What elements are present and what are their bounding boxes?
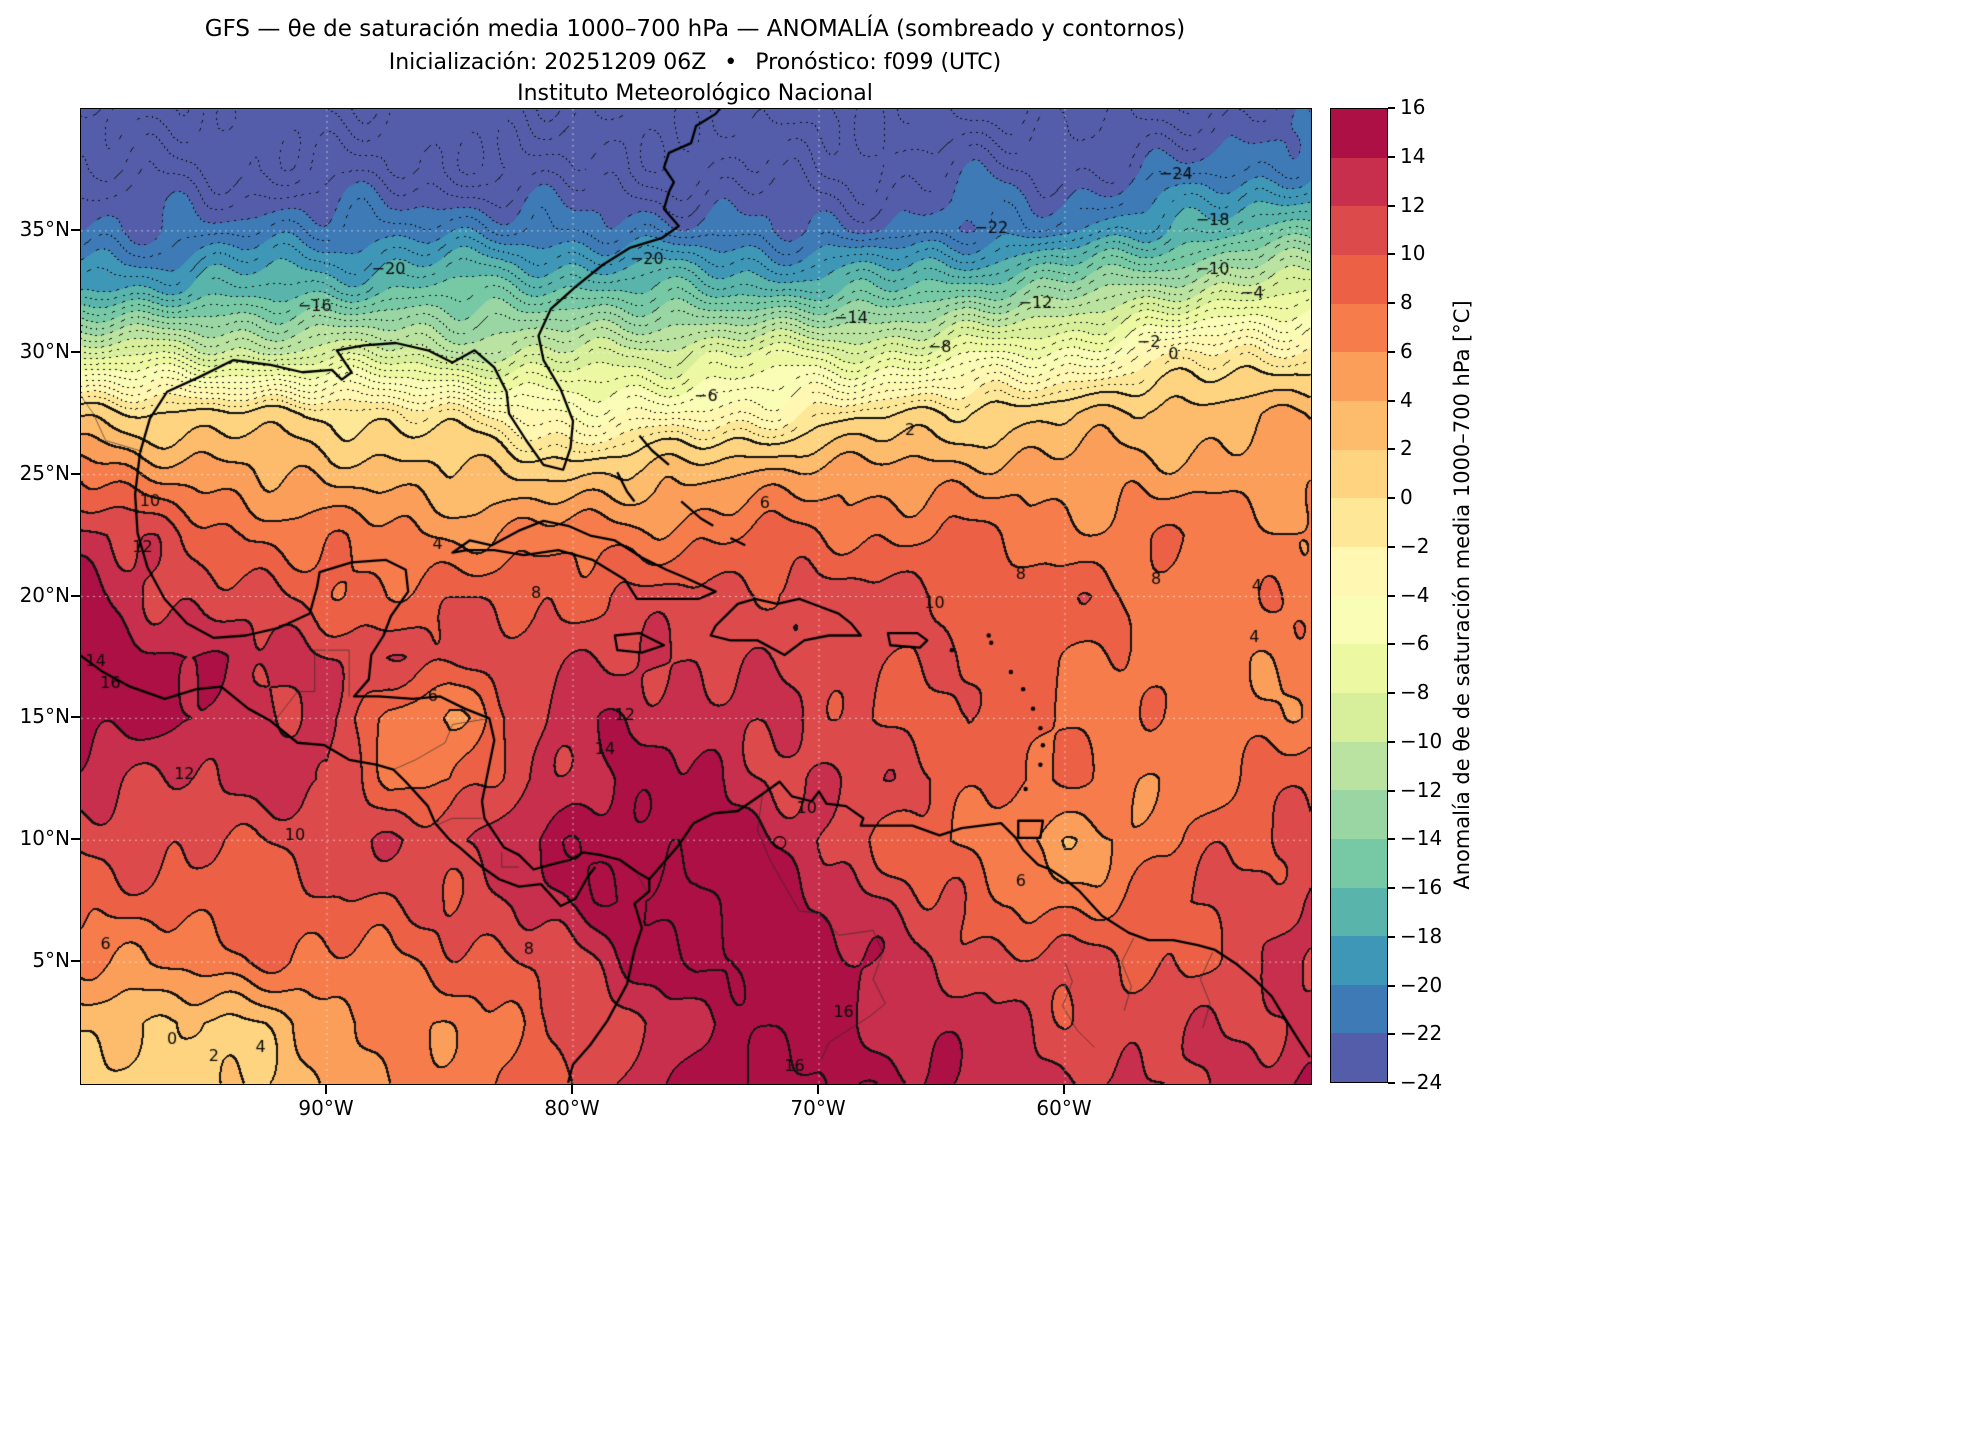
colorbar-segment bbox=[1331, 790, 1387, 839]
colorbar-segment bbox=[1331, 595, 1387, 645]
colorbar-tick-label: 8 bbox=[1400, 290, 1413, 314]
colorbar-tick-mark bbox=[1388, 107, 1395, 109]
colorbar-tick-label: −22 bbox=[1400, 1021, 1443, 1046]
colorbar-tick-label: 12 bbox=[1400, 192, 1426, 217]
colorbar-tick-mark bbox=[1388, 740, 1395, 743]
colorbar-tick-mark bbox=[1388, 302, 1395, 304]
institution-line: Instituto Meteorológico Nacional bbox=[517, 81, 873, 106]
colorbar-tick-mark bbox=[1388, 155, 1395, 158]
x-tick-label: 70°W bbox=[790, 1096, 846, 1120]
colorbar-tick-label: −12 bbox=[1400, 777, 1443, 802]
y-tick-mark bbox=[71, 350, 80, 353]
y-tick-mark bbox=[71, 472, 80, 475]
colorbar-axis-label: Anomalía de θe de saturación media 1000–… bbox=[1450, 300, 1474, 890]
x-tick-label: 90°W bbox=[298, 1096, 354, 1120]
colorbar-segment bbox=[1331, 1033, 1387, 1083]
colorbar-segment bbox=[1331, 303, 1387, 353]
subtitle-init-forecast: Inicialización: 20251209 06Z • Pronóstic… bbox=[388, 50, 1002, 75]
colorbar-tick-mark bbox=[1388, 887, 1395, 889]
y-tick-label: 20°N bbox=[19, 582, 70, 607]
colorbar-segment bbox=[1331, 400, 1387, 450]
y-tick-label: 15°N bbox=[19, 704, 70, 729]
x-tick-mark bbox=[1063, 1085, 1065, 1094]
colorbar-tick-mark bbox=[1388, 204, 1395, 207]
x-tick-label: 60°W bbox=[1036, 1096, 1092, 1120]
colorbar-segment bbox=[1331, 644, 1387, 693]
colorbar bbox=[1330, 108, 1388, 1083]
colorbar-tick-label: −24 bbox=[1400, 1070, 1443, 1094]
x-tick-mark bbox=[325, 1085, 327, 1094]
y-tick-mark bbox=[71, 960, 80, 963]
colorbar-tick-mark bbox=[1388, 594, 1395, 597]
colorbar-tick-label: −4 bbox=[1400, 582, 1430, 607]
colorbar-tick-label: −14 bbox=[1400, 826, 1443, 851]
y-tick-label: 30°N bbox=[19, 338, 70, 363]
colorbar-tick-mark bbox=[1388, 448, 1395, 451]
colorbar-tick-mark bbox=[1388, 1033, 1395, 1036]
x-tick-mark bbox=[571, 1085, 573, 1094]
y-tick-label: 5°N bbox=[32, 948, 70, 973]
colorbar-tick-label: 0 bbox=[1400, 485, 1413, 509]
colorbar-tick-mark bbox=[1388, 935, 1395, 938]
y-tick-label: 10°N bbox=[19, 826, 70, 851]
colorbar-tick-label: 2 bbox=[1400, 436, 1413, 461]
colorbar-segment bbox=[1331, 546, 1387, 596]
colorbar-tick-mark bbox=[1388, 789, 1395, 792]
colorbar-tick-mark bbox=[1388, 497, 1395, 499]
colorbar-tick-label: −6 bbox=[1400, 631, 1430, 656]
colorbar-tick-label: −2 bbox=[1400, 533, 1430, 558]
colorbar-segment bbox=[1331, 157, 1387, 207]
colorbar-tick-mark bbox=[1388, 253, 1395, 256]
colorbar-tick-label: 16 bbox=[1400, 95, 1426, 119]
colorbar-segment bbox=[1331, 254, 1387, 304]
colorbar-segment bbox=[1331, 741, 1387, 791]
colorbar-tick-mark bbox=[1388, 984, 1395, 987]
y-tick-mark bbox=[71, 228, 80, 231]
colorbar-segment bbox=[1331, 449, 1387, 499]
y-tick-mark bbox=[71, 838, 80, 841]
colorbar-segment bbox=[1331, 206, 1387, 255]
colorbar-tick-label: −18 bbox=[1400, 923, 1443, 948]
colorbar-tick-label: −10 bbox=[1400, 728, 1443, 753]
anomaly-map-canvas bbox=[81, 109, 1311, 1084]
colorbar-tick-label: −20 bbox=[1400, 972, 1443, 997]
y-tick-label: 35°N bbox=[19, 216, 70, 241]
y-tick-mark bbox=[71, 716, 80, 719]
colorbar-tick-mark bbox=[1388, 350, 1395, 353]
x-tick-mark bbox=[817, 1085, 819, 1094]
map-plot-area bbox=[80, 108, 1312, 1085]
colorbar-tick-label: 6 bbox=[1400, 338, 1413, 363]
x-tick-label: 80°W bbox=[544, 1096, 600, 1120]
colorbar-tick-label: −16 bbox=[1400, 875, 1443, 899]
colorbar-segment bbox=[1331, 352, 1387, 401]
colorbar-tick-mark bbox=[1388, 643, 1395, 646]
colorbar-tick-mark bbox=[1388, 692, 1395, 694]
y-tick-label: 25°N bbox=[19, 460, 70, 485]
colorbar-segment bbox=[1331, 498, 1387, 547]
colorbar-segment bbox=[1331, 887, 1387, 937]
colorbar-tick-mark bbox=[1388, 838, 1395, 841]
colorbar-segment bbox=[1331, 936, 1387, 985]
colorbar-segment bbox=[1331, 984, 1387, 1034]
colorbar-tick-mark bbox=[1388, 545, 1395, 548]
colorbar-tick-label: 14 bbox=[1400, 143, 1426, 168]
colorbar-tick-label: −8 bbox=[1400, 680, 1430, 704]
page-title: GFS — θe de saturación media 1000–700 hP… bbox=[204, 16, 1186, 42]
colorbar-tick-mark bbox=[1388, 399, 1395, 402]
colorbar-tick-label: 10 bbox=[1400, 241, 1426, 266]
colorbar-segment bbox=[1331, 692, 1387, 742]
colorbar-segment bbox=[1331, 838, 1387, 888]
colorbar-tick-label: 4 bbox=[1400, 387, 1413, 412]
colorbar-tick-mark bbox=[1388, 1082, 1395, 1084]
y-tick-mark bbox=[71, 594, 80, 597]
colorbar-segment bbox=[1331, 109, 1387, 158]
